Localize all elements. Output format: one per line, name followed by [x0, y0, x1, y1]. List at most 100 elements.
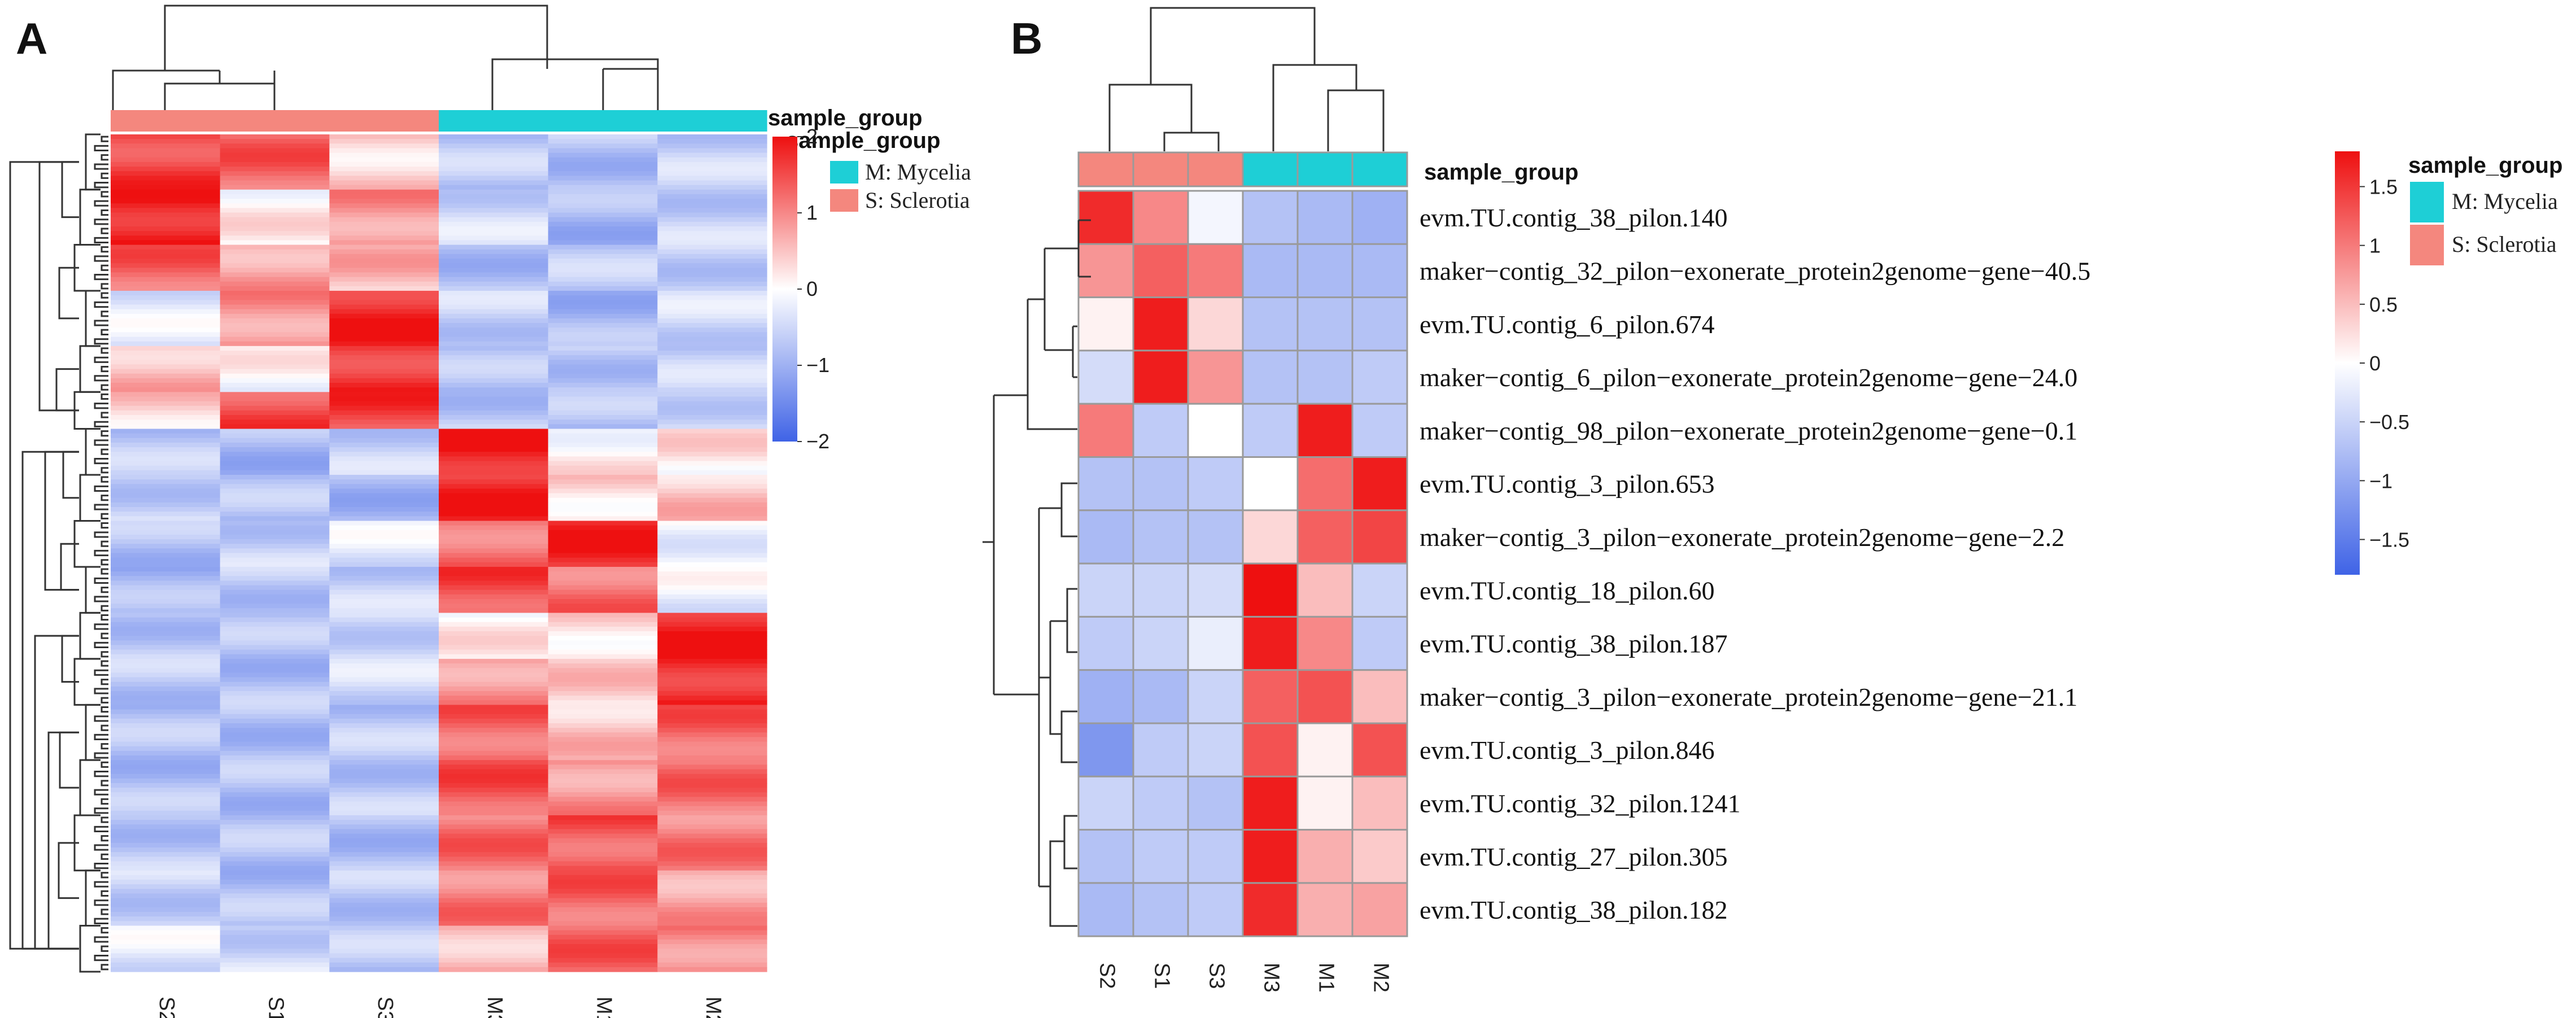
heatmap-b-colorbar-tick-label: −1 [2369, 469, 2392, 492]
heatmap-a-cell [439, 148, 549, 154]
heatmap-a-cell [439, 231, 549, 236]
heatmap-b-colorbar-tick-label: 1.5 [2369, 176, 2398, 199]
heatmap-a-cell [657, 613, 767, 618]
heatmap-a-cell [220, 884, 330, 889]
heatmap-a-cell [439, 608, 549, 614]
heatmap-a-cell [220, 718, 330, 724]
heatmap-a-cell [439, 640, 549, 646]
legend-b-label-mycelia: M: Mycelia [2452, 189, 2558, 214]
heatmap-a-cell [439, 921, 549, 927]
heatmap-a-cell [657, 304, 767, 310]
heatmap-a-cell [548, 902, 658, 908]
heatmap-a-cell [657, 185, 767, 190]
heatmap-a-cell [657, 341, 767, 347]
heatmap-a-cell [220, 750, 330, 756]
heatmap-a-cell [329, 300, 439, 305]
heatmap-a-cell [220, 259, 330, 264]
heatmap-a-cell [548, 420, 658, 425]
heatmap-a-colorbar [772, 137, 797, 442]
heatmap-a-cell [111, 521, 221, 526]
heatmap-a-cell [329, 728, 439, 733]
heatmap-a-cell [329, 884, 439, 889]
heatmap-a-cell [439, 902, 549, 908]
heatmap-a-cell [657, 180, 767, 186]
heatmap-a-cell [111, 534, 221, 540]
heatmap-a-cell [111, 916, 221, 921]
heatmap-a-cell [220, 189, 330, 195]
heatmap-a-cell [111, 493, 221, 499]
heatmap-a-cell [329, 544, 439, 549]
heatmap-a-cell [111, 585, 221, 591]
heatmap-b-cell [1077, 403, 1134, 458]
heatmap-a-cell [220, 332, 330, 338]
heatmap-a-cell [548, 231, 658, 236]
heatmap-a-cell [329, 143, 439, 149]
heatmap-a-cell [220, 313, 330, 319]
heatmap-a-cell [439, 235, 549, 241]
heatmap-a-cell [657, 350, 767, 356]
heatmap-a-cell [657, 484, 767, 490]
heatmap-a-cell [657, 861, 767, 867]
heatmap-a-cell [657, 332, 767, 338]
heatmap-a-cell [548, 424, 658, 430]
heatmap-a-cell [220, 870, 330, 876]
heatmap-a-column-labels: S2 S1 S3 M3 M1 M2 [155, 997, 725, 1018]
heatmap-b-cell [1351, 775, 1408, 831]
heatmap-a-cell [220, 696, 330, 701]
heatmap-a-cell [111, 148, 221, 154]
heatmap-a-cell [111, 870, 221, 876]
heatmap-a-cell [657, 594, 767, 600]
heatmap-b-group-cell [1351, 151, 1408, 187]
heatmap-a-cell [111, 507, 221, 512]
heatmap-b-cell [1132, 456, 1189, 512]
heatmap-a-row-dendrogram-join [9, 161, 79, 950]
heatmap-a-cell [329, 263, 439, 268]
heatmap-a-cell [220, 755, 330, 761]
heatmap-a-legend-title: sample_group [786, 128, 940, 153]
heatmap-a-cell [329, 921, 439, 927]
heatmap-b-cell [1187, 296, 1244, 352]
heatmap-a-cell [220, 373, 330, 379]
heatmap-a-cell [657, 268, 767, 273]
heatmap-a-cell [439, 718, 549, 724]
heatmap-a-cell [439, 916, 549, 921]
heatmap-a-cell [329, 764, 439, 770]
heatmap-a-cell [657, 921, 767, 927]
heatmap-a-cell [329, 640, 439, 646]
heatmap-a-cell [329, 934, 439, 940]
heatmap-a-cell [220, 801, 330, 807]
heatmap-a-cell [329, 548, 439, 554]
heatmap-a-cell [220, 277, 330, 282]
heatmap-b-cell [1187, 403, 1244, 458]
heatmap-a-cell [111, 902, 221, 908]
heatmap-a-cell [329, 415, 439, 420]
heatmap-a-cell [329, 792, 439, 797]
heatmap-a-cell [657, 424, 767, 430]
heatmap-a-cell [548, 530, 658, 535]
heatmap-b-cell [1242, 829, 1299, 884]
heatmap-a-cell [220, 912, 330, 917]
heatmap-a-cell [548, 313, 658, 319]
heatmap-a-cell [220, 235, 330, 241]
heatmap-a-cell [220, 134, 330, 139]
heatmap-a-cell [548, 681, 658, 687]
heatmap-a-cell [548, 539, 658, 544]
heatmap-a-cell [111, 783, 221, 788]
heatmap-a-cell [329, 746, 439, 752]
heatmap-a-cell [657, 401, 767, 407]
heatmap-a-cell [657, 263, 767, 268]
heatmap-a-cell [329, 217, 439, 222]
heatmap-a-cell [657, 953, 767, 959]
heatmap-a-cell [439, 585, 549, 591]
heatmap-a-cell [548, 566, 658, 572]
heatmap-a-cell [439, 967, 549, 972]
heatmap-a-cell [657, 774, 767, 779]
heatmap-a-cell [439, 341, 549, 347]
heatmap-a-cell [439, 658, 549, 664]
heatmap-a-group-cell [657, 110, 767, 132]
panel-label-a: A [16, 14, 47, 63]
heatmap-a-cell [548, 898, 658, 903]
heatmap-a-cell [439, 737, 549, 742]
heatmap-a-cell [548, 373, 658, 379]
heatmap-a-cell [439, 360, 549, 365]
